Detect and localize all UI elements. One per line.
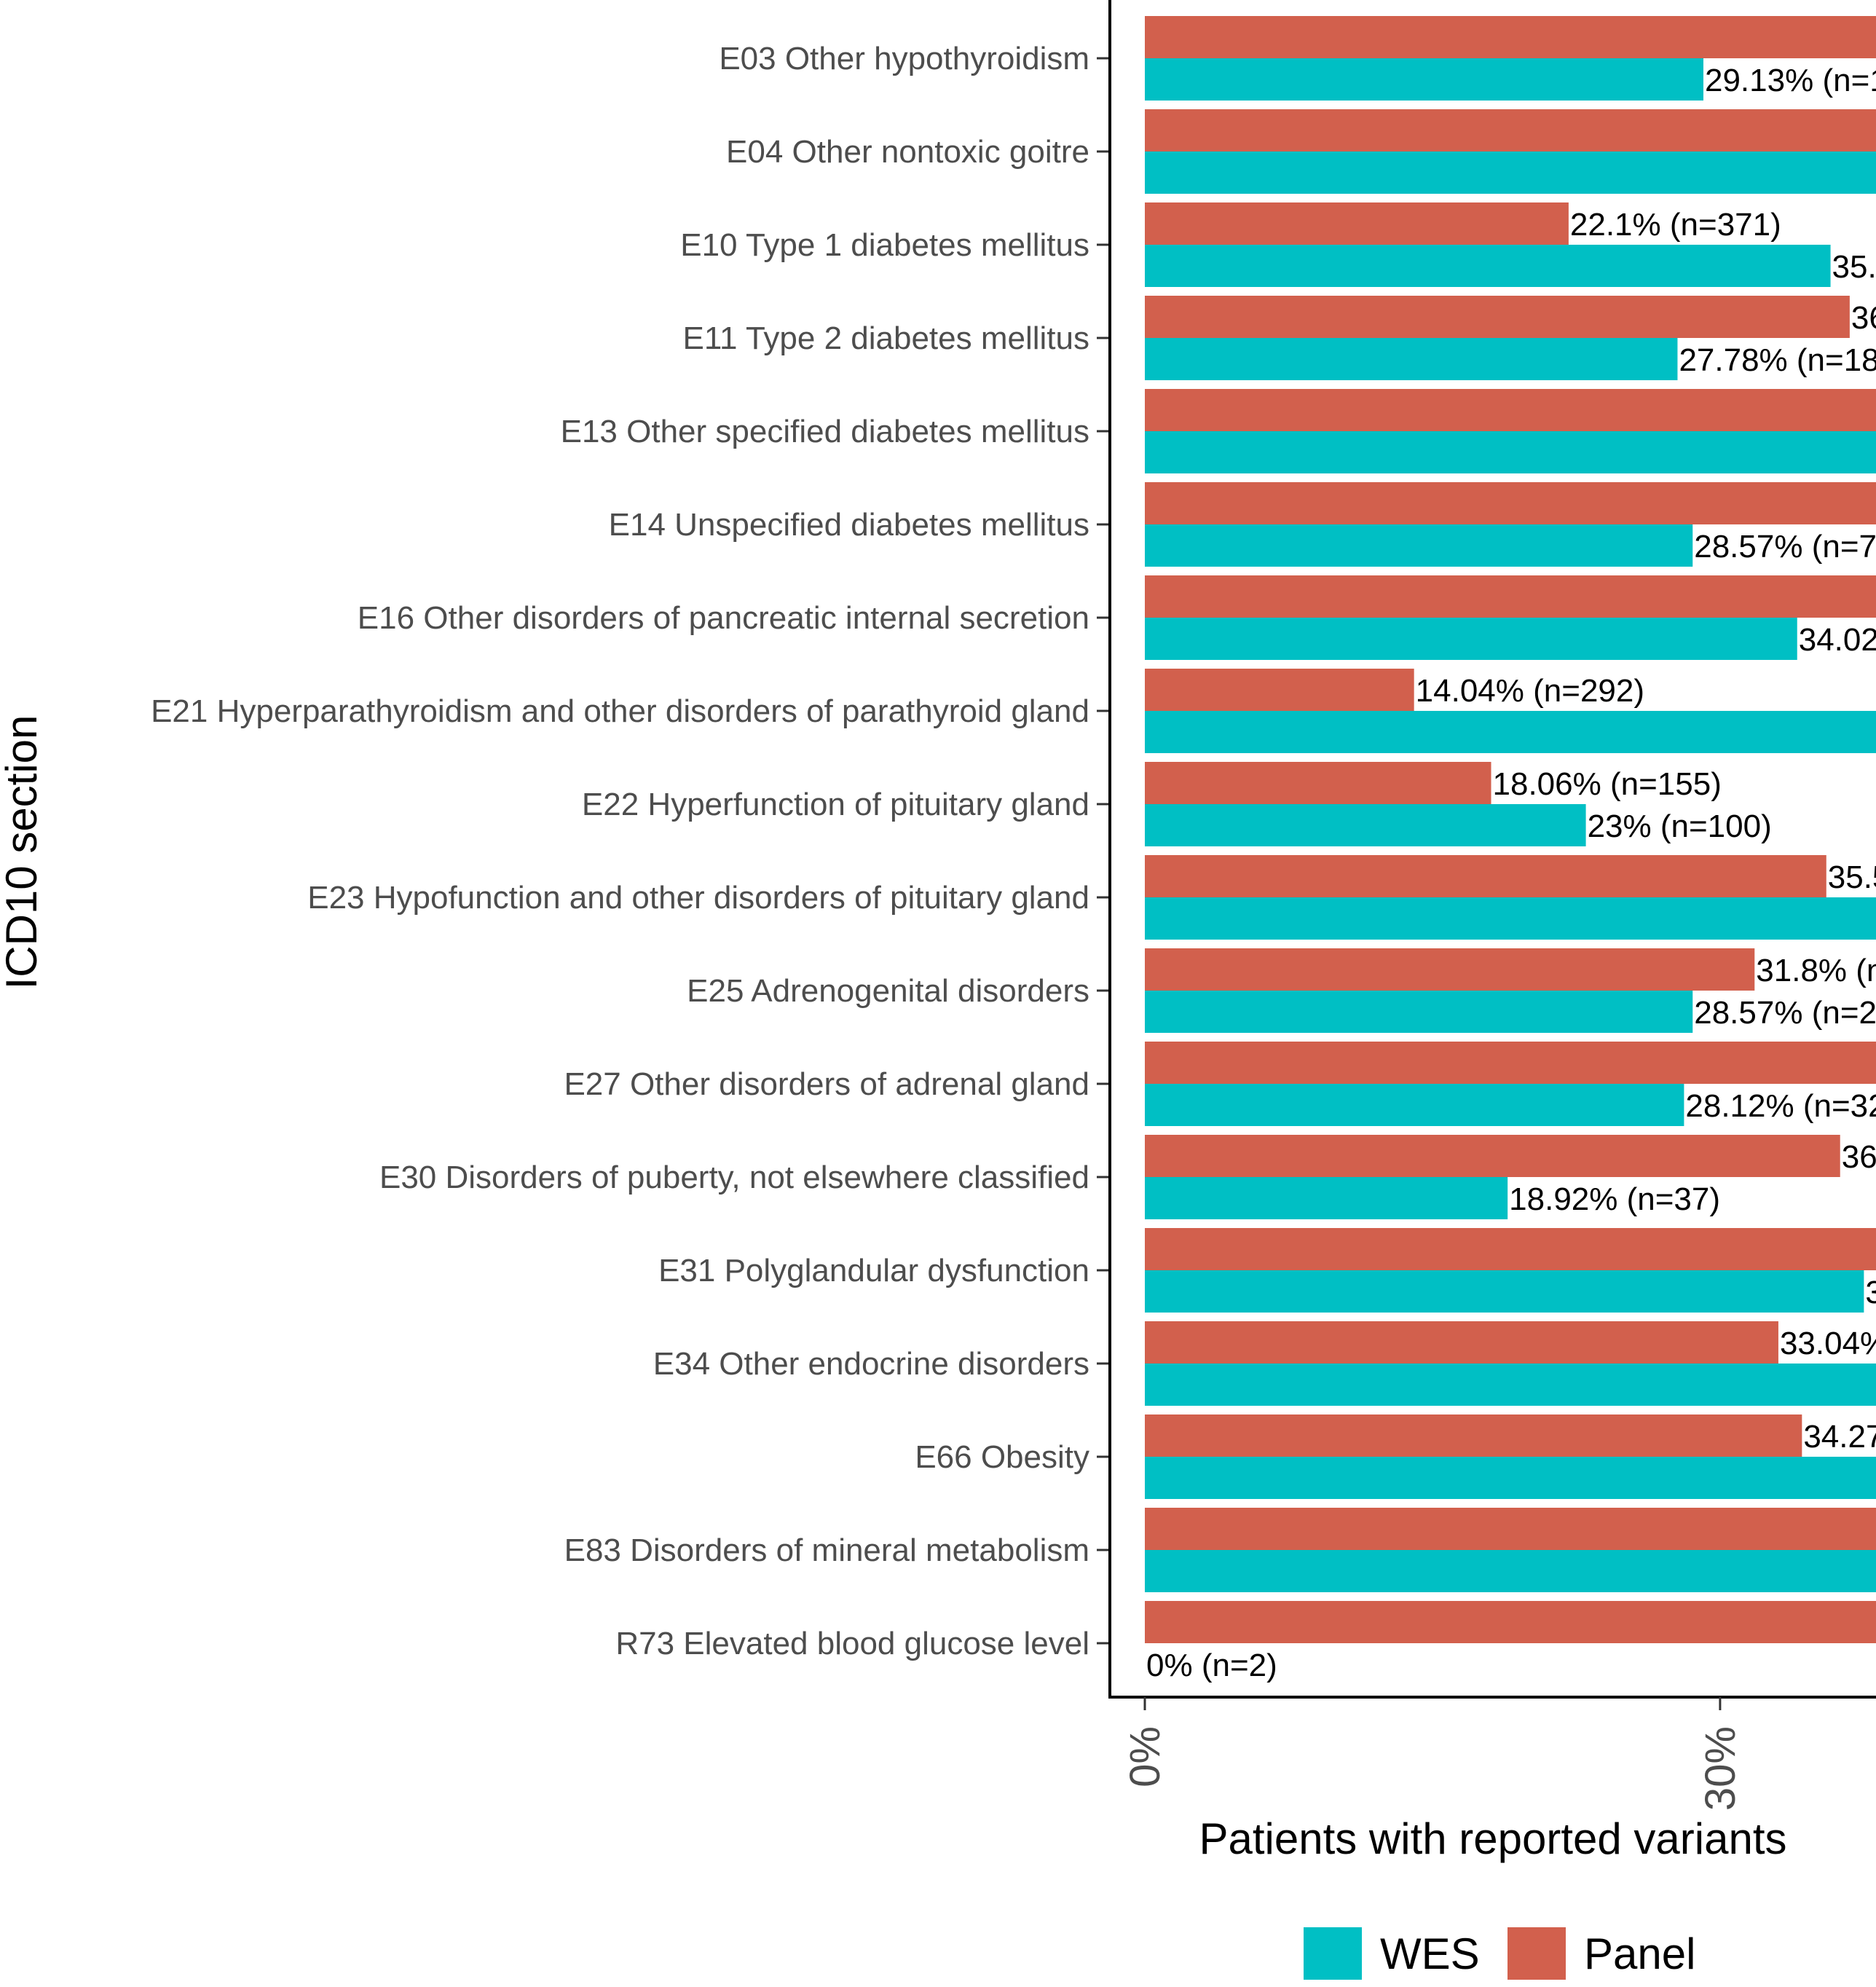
bar-panel <box>1145 855 1826 897</box>
value-labels-layer: 44.33% (n=291)29.13% (n=103)40.99% (n=16… <box>1146 63 1876 1683</box>
bar-panel <box>1145 948 1755 991</box>
value-label-panel: 36.76% (n=204) <box>1851 300 1876 336</box>
value-label-wes: 29.13% (n=103) <box>1705 63 1876 98</box>
x-tick-label: 30% <box>1697 1726 1744 1811</box>
y-axis-title: ICD10 section <box>0 715 46 990</box>
category-label: E10 Type 1 diabetes mellitus <box>680 227 1089 263</box>
bar-wes <box>1145 152 1876 194</box>
value-label-wes: 34.02% (n=97) <box>1799 622 1876 658</box>
bar-panel <box>1145 389 1876 431</box>
bar-wes <box>1145 1364 1876 1406</box>
legend-swatch-panel <box>1508 1927 1566 1980</box>
value-label-panel: 14.04% (n=292) <box>1416 673 1644 709</box>
x-tick-label: 0% <box>1122 1726 1169 1787</box>
bar-wes <box>1145 804 1586 846</box>
category-label: E23 Hypofunction and other disorders of … <box>307 880 1089 916</box>
value-label-wes: 35.76% (n=165) <box>1832 249 1876 285</box>
category-label: E11 Type 2 diabetes mellitus <box>683 320 1090 356</box>
bar-panel <box>1145 1601 1876 1643</box>
bar-wes <box>1145 711 1876 753</box>
bar-panel <box>1145 1135 1840 1177</box>
bar-panel <box>1145 1414 1802 1457</box>
legend-swatch-wes <box>1304 1927 1362 1980</box>
category-label: E14 Unspecified diabetes mellitus <box>609 507 1089 543</box>
bar-panel <box>1145 1042 1876 1084</box>
value-label-wes: 23% (n=100) <box>1588 808 1772 844</box>
legend: WES Panel <box>1304 1927 1695 1980</box>
bar-panel <box>1145 575 1876 618</box>
bar-wes <box>1145 1270 1864 1313</box>
category-label: R73 Elevated blood glucose level <box>615 1626 1089 1661</box>
axes-layer: 0%30%60%90% <box>1097 0 1876 1811</box>
value-label-wes: 28.57% (n=21) <box>1694 995 1876 1031</box>
value-label-wes: 27.78% (n=18) <box>1679 342 1876 378</box>
category-label: E21 Hyperparathyroidism and other disord… <box>151 693 1089 729</box>
value-label-wes: 28.12% (n=32) <box>1685 1088 1876 1124</box>
category-label: E16 Other disorders of pancreatic intern… <box>358 600 1089 636</box>
value-label-panel: 34.27% (n=143) <box>1803 1419 1876 1455</box>
bar-panel <box>1145 1228 1876 1270</box>
bar-panel <box>1145 1321 1778 1364</box>
value-label-wes: 28.57% (n=7) <box>1694 529 1876 564</box>
bar-wes <box>1145 618 1797 660</box>
bar-wes <box>1145 245 1831 287</box>
value-label-wes: 37.5% (n=24) <box>1865 1275 1876 1310</box>
bar-wes <box>1145 991 1693 1033</box>
bar-wes <box>1145 1177 1508 1219</box>
category-label: E13 Other specified diabetes mellitus <box>561 414 1089 449</box>
bars-layer <box>1145 16 1876 1643</box>
x-axis-title: Patients with reported variants <box>1199 1814 1786 1863</box>
bar-wes <box>1145 1457 1876 1499</box>
bar-wes <box>1145 524 1693 567</box>
value-label-wes: 0% (n=2) <box>1146 1648 1277 1683</box>
value-label-panel: 31.8% (n=261) <box>1756 953 1876 988</box>
category-label: E22 Hyperfunction of pituitary gland <box>582 787 1089 822</box>
legend-label-panel: Panel <box>1584 1929 1695 1978</box>
category-labels-layer: E03 Other hypothyroidism E04 Other nontox… <box>151 41 1089 1661</box>
category-label: E27 Other disorders of adrenal gland <box>564 1066 1089 1102</box>
value-label-panel: 22.1% (n=371) <box>1570 207 1781 243</box>
value-label-panel: 36.26% (n=91) <box>1842 1139 1876 1175</box>
bar-panel <box>1145 1508 1876 1550</box>
category-label: E25 Adrenogenital disorders <box>687 973 1089 1009</box>
legend-label-wes: WES <box>1380 1929 1480 1978</box>
bar-panel <box>1145 482 1876 524</box>
bar-wes <box>1145 897 1876 940</box>
bar-wes <box>1145 1550 1876 1592</box>
value-label-panel: 35.54% (n=574) <box>1828 859 1876 895</box>
value-label-panel: 18.06% (n=155) <box>1493 766 1722 802</box>
category-label: E83 Disorders of mineral metabolism <box>564 1532 1089 1568</box>
bar-wes <box>1145 431 1876 473</box>
bar-wes <box>1145 338 1678 380</box>
bar-wes <box>1145 1084 1684 1126</box>
value-label-wes: 18.92% (n=37) <box>1509 1181 1720 1217</box>
category-label: E66 Obesity <box>915 1439 1089 1475</box>
value-label-panel: 33.04% (n=230) <box>1780 1326 1876 1361</box>
category-label: E31 Polyglandular dysfunction <box>658 1253 1089 1288</box>
bar-panel <box>1145 762 1491 804</box>
bar-panel <box>1145 296 1850 338</box>
bar-panel <box>1145 669 1414 711</box>
category-label: E03 Other hypothyroidism <box>719 41 1089 76</box>
category-label: E04 Other nontoxic goitre <box>726 134 1089 170</box>
category-label: E34 Other endocrine disorders <box>653 1346 1089 1382</box>
bar-panel <box>1145 202 1569 245</box>
bar-wes <box>1145 58 1703 101</box>
category-label: E30 Disorders of puberty, not elsewhere … <box>379 1160 1089 1195</box>
bar-panel <box>1145 16 1876 58</box>
bar-panel <box>1145 109 1876 152</box>
